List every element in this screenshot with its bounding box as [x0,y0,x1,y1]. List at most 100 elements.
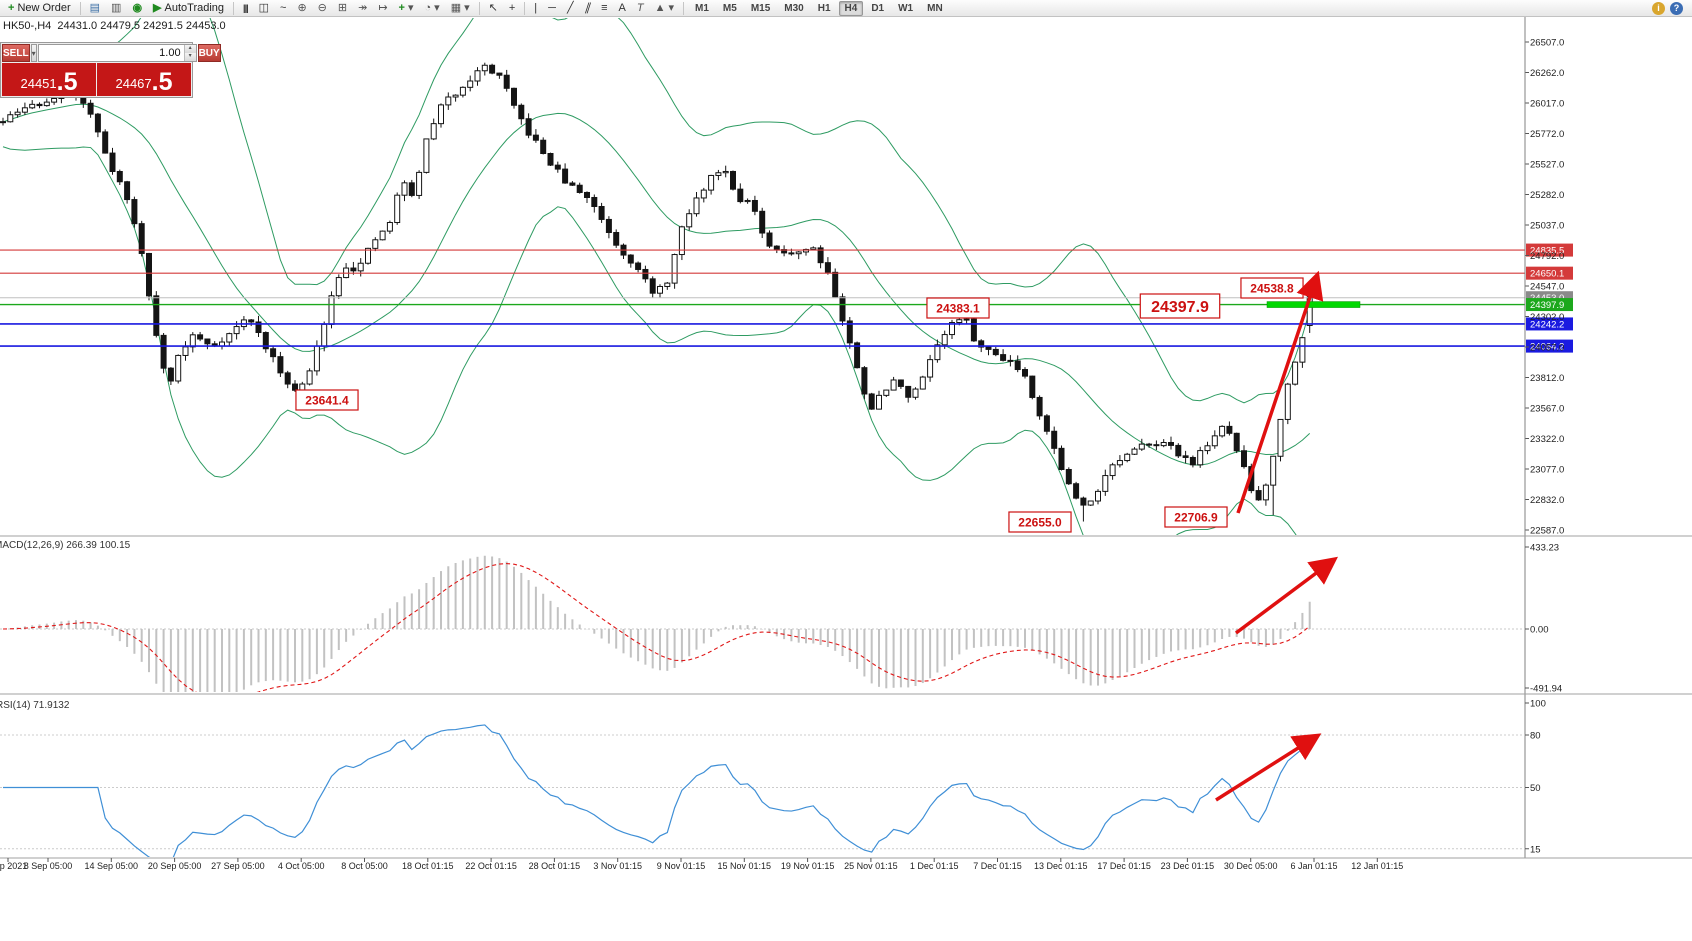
shapes-button[interactable]: ▲ ▾ [650,1,679,16]
auto-scroll-button[interactable]: ↠ [353,1,372,16]
fibonacci-icon: ≡ [601,1,608,14]
chevron-down-icon: ▾ [668,1,674,14]
price-axis-label: 24547.0 [1530,282,1564,293]
record-button[interactable]: ◉ [127,1,147,16]
periods-button[interactable]: ◔ ▾ [420,1,445,16]
axis-price-tag-label: 24064.2 [1530,342,1564,353]
price-annotation-text: 24383.1 [936,301,980,315]
time-axis-label: 15 Nov 01:15 [718,861,772,871]
time-axis-label: 14 Sep 05:00 [85,861,139,871]
candlestick-chart-icon: ◫ [258,1,270,14]
chart-shift-button[interactable]: ↦ [373,1,392,16]
axis-price-tag-label: 24650.1 [1530,269,1564,280]
time-axis-label: 12 Jan 01:15 [1351,861,1403,871]
one-click-trading-panel: SELL ▾ ▴ ▾ BUY 24451.5 24467.5 [0,42,221,98]
timeframe-toolbar: M1 M5 M15 M30 H1 H4 D1 W1 MN [688,0,950,16]
zoom-out-button[interactable]: ⊖ [313,1,332,16]
time-axis-label: 27 Sep 05:00 [211,861,265,871]
community-button[interactable]: i [1652,1,1665,15]
add-indicator-button[interactable]: + ▾ [394,1,419,16]
add-indicator-icon: + [398,1,405,14]
timeframe-d1-button[interactable]: D1 [871,2,885,14]
toolbar-separator [683,1,684,15]
bb-middle-band [2,103,1311,466]
timeframe-w1-button[interactable]: W1 [898,2,914,14]
line-chart-button[interactable]: ~ [275,1,291,16]
templates-button[interactable]: ▦ ▾ [446,1,475,16]
buy-price-button[interactable]: 24467.5 [97,63,191,96]
price-axis-label: 24057.0 [1530,343,1564,354]
text-label-button[interactable]: T [632,1,649,16]
timeframe-h4-button[interactable]: H4 [838,0,864,16]
price-annotation-box[interactable] [926,297,990,319]
macd-axis-label: 433.23 [1530,543,1559,554]
volume-increase-button[interactable]: ▴ [184,45,196,53]
time-axis-label: 19 Nov 01:15 [781,861,835,871]
crosshair-button[interactable]: + [504,1,520,16]
price-annotation-box[interactable] [295,389,359,411]
axis-price-tag [1526,339,1573,353]
volume-input[interactable] [38,45,184,61]
trade-panel-controls: SELL ▾ ▴ ▾ BUY [2,44,221,62]
timeframe-h1-button[interactable]: H1 [817,2,831,14]
trend-arrow[interactable] [1236,270,1324,514]
timeframe-m1-button[interactable]: M1 [695,2,709,14]
timeframe-m15-button[interactable]: M15 [750,2,771,14]
price-axis-label: 23567.0 [1530,404,1564,415]
toolbar-separator [478,1,480,15]
price-axis-label: 23812.0 [1530,373,1564,384]
macd-panel [0,555,1525,692]
timeframe-m30-button[interactable]: M30 [784,2,804,14]
sell-button[interactable]: SELL [2,44,30,62]
price-annotation-box[interactable] [1008,511,1072,533]
buy-button[interactable]: BUY [197,44,221,62]
cursor-button[interactable]: ↖ [484,1,503,16]
channel-button[interactable]: ∥ [580,1,596,16]
trend-arrow[interactable] [1215,733,1322,802]
annotations[interactable]: 23641.4 24383.1 24397.9 24538.8 22655.0 22706… [295,277,1304,533]
help-button[interactable]: ? [1670,1,1683,15]
new-order-button[interactable]: + New Order [3,1,76,16]
horizontal-line-button[interactable]: ─ [543,1,561,16]
tile-windows-button[interactable]: ⊞ [333,1,352,16]
bb-lower-band [2,146,1297,535]
price-annotation-box[interactable] [1139,293,1221,319]
horizontal-levels: 24835.524650.124453.024397.924242.224064… [0,243,1573,353]
price-axis-label: 26507.0 [1530,38,1564,49]
price-annotation-text: 24538.8 [1250,281,1294,295]
print-button[interactable]: ▤ [85,1,105,16]
timeframe-m5-button[interactable]: M5 [722,2,737,14]
clock-icon: ◔ [424,1,432,14]
price-axis-label: 25527.0 [1530,160,1564,171]
zoom-in-icon: ⊕ [297,1,307,14]
zoom-in-button[interactable]: ⊕ [292,1,311,16]
highlight-segment[interactable] [1266,301,1361,308]
time-axis-label: 25 Nov 01:15 [844,861,898,871]
timeframe-mn-button[interactable]: MN [927,2,943,14]
volume-box: ▴ ▾ [37,44,197,62]
candlestick-chart-button[interactable]: ◫ [254,1,274,16]
text-tool-button[interactable]: A [614,1,631,16]
sell-price-button[interactable]: 24451.5 [2,63,96,96]
order-options-dropdown[interactable]: ▾ [30,44,37,62]
price-annotation-box[interactable] [1164,506,1228,528]
fibonacci-button[interactable]: ≡ [596,1,612,16]
price-axis-label: 25282.0 [1530,190,1564,201]
autotrading-button[interactable]: ▶ AutoTrading [148,1,229,16]
zoom-out-icon: ⊖ [317,1,327,14]
trendline-button[interactable]: ╱ [562,1,579,16]
bar-chart-button[interactable]: ||| [238,1,253,16]
profile-button[interactable]: ▥ [106,1,126,16]
volume-decrease-button[interactable]: ▾ [184,53,196,61]
time-axis-label: 20 Sep 05:00 [148,861,202,871]
price-axis-label: 24792.0 [1530,251,1564,262]
time-axis-label: 28 Oct 01:15 [529,861,581,871]
price-axis-label: 23322.0 [1530,434,1564,445]
time-axis-label: 9 Nov 01:15 [657,861,706,871]
vertical-line-button[interactable]: | [529,1,542,16]
macd-label: MACD(12,26,9) 266.39 100.15 [0,540,131,551]
time-axis-label: 3 Nov 01:15 [593,861,642,871]
trend-arrow[interactable] [1234,556,1339,635]
